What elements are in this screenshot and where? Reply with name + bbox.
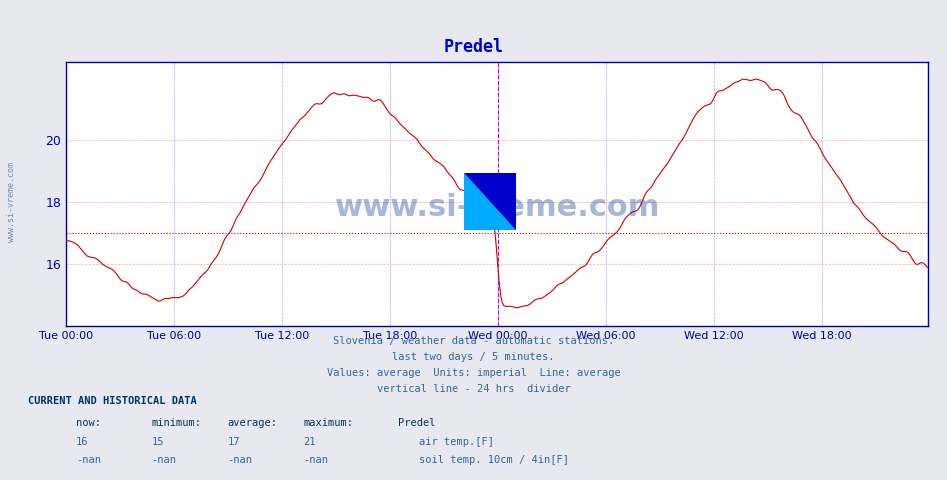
Text: CURRENT AND HISTORICAL DATA: CURRENT AND HISTORICAL DATA	[28, 396, 197, 406]
Text: -nan: -nan	[152, 455, 176, 465]
Text: -nan: -nan	[303, 455, 328, 465]
Text: Slovenia / weather data - automatic stations.: Slovenia / weather data - automatic stat…	[333, 336, 614, 346]
Text: -nan: -nan	[227, 455, 252, 465]
Text: 17: 17	[227, 437, 240, 447]
Text: Values: average  Units: imperial  Line: average: Values: average Units: imperial Line: av…	[327, 368, 620, 378]
Text: maximum:: maximum:	[303, 418, 353, 428]
Text: now:: now:	[76, 418, 100, 428]
Text: www.si-vreme.com: www.si-vreme.com	[7, 162, 16, 241]
Text: vertical line - 24 hrs  divider: vertical line - 24 hrs divider	[377, 384, 570, 394]
Polygon shape	[464, 173, 516, 230]
Polygon shape	[464, 173, 516, 230]
Text: Predel: Predel	[398, 418, 436, 428]
Text: average:: average:	[227, 418, 277, 428]
Text: air temp.[F]: air temp.[F]	[419, 437, 493, 447]
Polygon shape	[464, 173, 516, 230]
Text: -nan: -nan	[76, 455, 100, 465]
Text: Predel: Predel	[443, 38, 504, 56]
Text: www.si-vreme.com: www.si-vreme.com	[334, 193, 660, 222]
Text: 16: 16	[76, 437, 88, 447]
Text: soil temp. 10cm / 4in[F]: soil temp. 10cm / 4in[F]	[419, 455, 568, 465]
Text: minimum:: minimum:	[152, 418, 202, 428]
Text: 15: 15	[152, 437, 164, 447]
Text: 21: 21	[303, 437, 315, 447]
Text: last two days / 5 minutes.: last two days / 5 minutes.	[392, 352, 555, 362]
